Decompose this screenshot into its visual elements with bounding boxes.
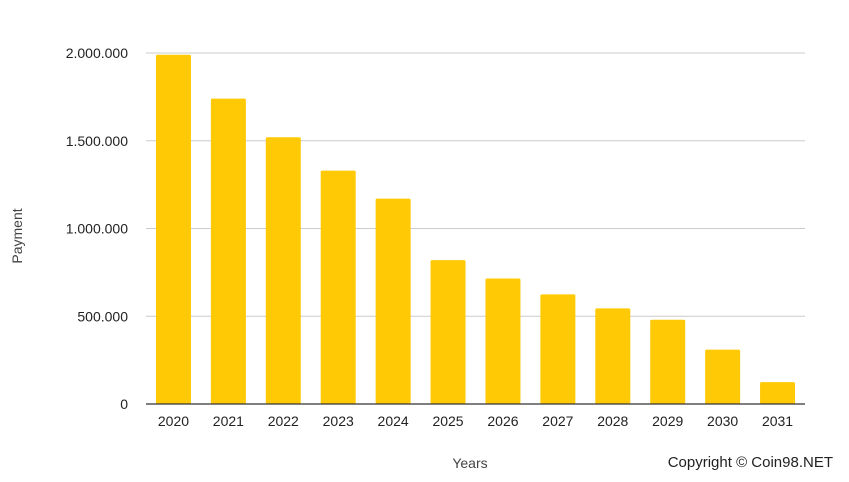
x-axis-ticks: 2020 2021 2022 2023 2024 2025 2026 2027 2028 2029…: [158, 413, 793, 429]
bar-2030: [705, 349, 741, 404]
bars: [155, 54, 796, 405]
bar-2024: [375, 198, 411, 404]
bar-2028: [595, 308, 631, 404]
x-tick-label: 2031: [762, 413, 793, 429]
bar-2027: [540, 294, 576, 404]
y-axis-title: Payment: [9, 208, 25, 263]
y-tick-label: 2.000.000: [66, 45, 128, 61]
bar-2021: [210, 98, 246, 404]
bar-2023: [320, 170, 356, 404]
bar-2025: [430, 260, 466, 404]
y-tick-label: 500.000: [77, 308, 128, 324]
x-tick-label: 2028: [597, 413, 628, 429]
bar-2031: [760, 382, 796, 404]
y-axis-ticks: 0 500.000 1.000.000 1.500.000 2.000.000: [66, 45, 129, 412]
gridlines: [146, 52, 805, 317]
x-tick-label: 2024: [378, 413, 409, 429]
x-tick-label: 2022: [268, 413, 299, 429]
bar-2026: [485, 278, 521, 404]
x-tick-label: 2030: [707, 413, 738, 429]
copyright-text: Copyright © Coin98.NET: [667, 454, 833, 471]
x-tick-label: 2023: [323, 413, 354, 429]
x-tick-label: 2026: [487, 413, 518, 429]
bar-2029: [650, 319, 686, 404]
x-tick-label: 2021: [213, 413, 244, 429]
x-tick-label: 2029: [652, 413, 683, 429]
y-tick-label: 1.500.000: [66, 133, 128, 149]
y-tick-label: 1.000.000: [66, 221, 128, 237]
x-tick-label: 2027: [542, 413, 573, 429]
x-tick-label: 2020: [158, 413, 189, 429]
x-tick-label: 2025: [432, 413, 463, 429]
bar-2020: [155, 54, 191, 404]
y-tick-label: 0: [120, 396, 128, 412]
x-axis-title: Years: [452, 455, 487, 471]
bar-2022: [265, 137, 301, 405]
